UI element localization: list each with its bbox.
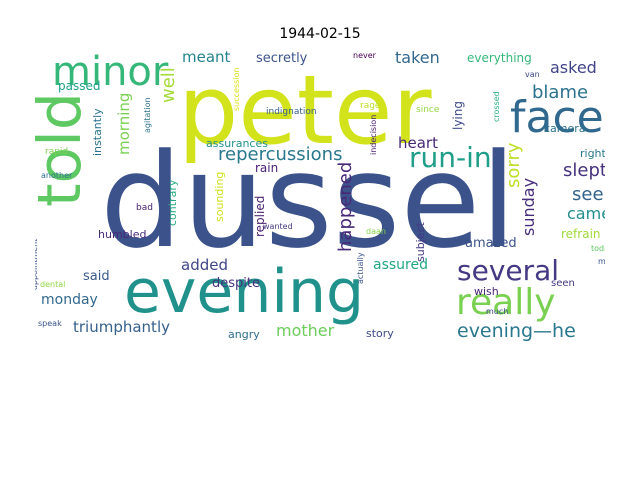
word-contrary: contrary — [166, 179, 179, 226]
word-sunday: sunday — [519, 177, 538, 236]
word-daan: daan — [366, 227, 386, 236]
word-morning: morning — [115, 92, 133, 155]
word-despite: despite — [212, 276, 260, 291]
word-assured: assured — [373, 257, 428, 273]
word-came: came — [567, 204, 605, 223]
word-another: another — [41, 171, 73, 180]
word-several: several — [457, 254, 560, 287]
word-peter: peter — [178, 56, 432, 166]
word-rapid: rapid — [45, 147, 69, 157]
word-instantly: instantly — [91, 108, 104, 156]
word-slept: slept — [563, 160, 605, 181]
word-run-in: run-in — [409, 141, 492, 174]
word-right: right — [580, 147, 605, 160]
word-rage: rage — [360, 101, 381, 111]
word-rain: rain — [255, 161, 279, 175]
word-succession: succession — [232, 67, 241, 111]
word-never: never — [353, 51, 376, 60]
word-dussel: dussel — [100, 125, 517, 277]
word-added: added — [181, 256, 228, 274]
word-crossed: crossed — [492, 91, 501, 122]
word-triumphantly: triumphantly — [73, 318, 170, 336]
word-wanted: wanted — [263, 222, 293, 231]
word-much: much — [486, 307, 509, 316]
word-said: said — [83, 269, 110, 284]
word-sounding: sounding — [213, 171, 226, 222]
word-heart: heart — [398, 134, 438, 152]
word-blame: blame — [532, 82, 589, 103]
word-bad: bad — [136, 203, 153, 213]
word-humbled: humbled — [98, 228, 147, 241]
word-face: face — [510, 92, 604, 143]
word-evening-he: evening—he — [457, 320, 576, 342]
word-mr: mr. — [598, 257, 605, 266]
word-story: story — [366, 327, 394, 340]
word-subject: subject — [414, 222, 427, 262]
word-secretly: secretly — [256, 51, 308, 66]
word-really: really — [456, 282, 556, 323]
word-indignation: indignation — [266, 107, 317, 117]
word-evening: evening — [124, 257, 365, 327]
word-indecision: indecision — [369, 114, 378, 155]
word-happened: happened — [335, 161, 356, 252]
word-refrain: refrain — [561, 227, 601, 241]
word-amazed: amazed — [465, 236, 517, 251]
word-cloud: dussel peter evening told face really minor sev… — [35, 48, 605, 344]
word-angry: angry — [228, 328, 260, 341]
word-taken: taken — [395, 48, 440, 67]
word-minor: minor — [52, 49, 169, 95]
word-everything: everything — [467, 51, 532, 65]
figure-title: 1944-02-15 — [279, 26, 361, 42]
word-wish: wish — [474, 285, 499, 298]
word-well: well — [158, 67, 179, 103]
word-asked: asked — [550, 58, 597, 77]
word-mother: mother — [276, 321, 335, 340]
word-appointment: appointment — [35, 238, 39, 290]
word-monday: monday — [41, 292, 98, 308]
word-agitation: agitation — [143, 97, 152, 133]
word-assurances: assurances — [206, 137, 268, 150]
word-see: see — [572, 184, 604, 205]
word-van: van — [525, 70, 540, 79]
word-since: since — [416, 105, 440, 115]
word-dental: dental — [40, 280, 66, 289]
word-camera: camera — [544, 122, 586, 135]
word-speak: speak — [38, 319, 62, 328]
word-seen: seen — [551, 278, 575, 289]
word-meant: meant — [182, 48, 231, 66]
word-repercussions: repercussions — [218, 144, 343, 165]
word-today: today — [591, 244, 605, 253]
word-actually: actually — [356, 252, 365, 284]
word-passed: passed — [58, 79, 101, 93]
word-lying: lying — [451, 101, 465, 130]
